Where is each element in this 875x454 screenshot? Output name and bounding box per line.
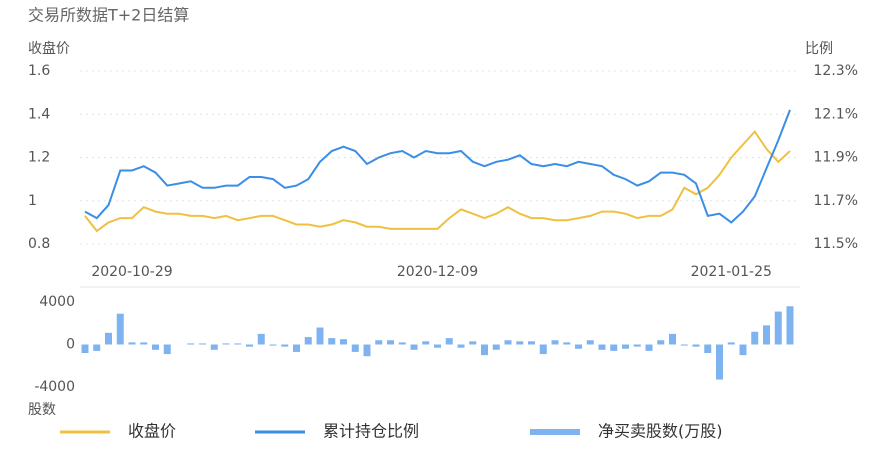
bar <box>633 344 641 347</box>
bar <box>304 337 312 345</box>
bar <box>246 344 253 347</box>
bar <box>598 344 606 350</box>
bar <box>410 344 418 350</box>
y2-tick-label: 12.3% <box>814 63 858 79</box>
bar <box>351 344 359 352</box>
bar <box>257 333 265 345</box>
bar <box>727 342 735 345</box>
bar <box>669 333 676 345</box>
y-axis-label: 股数 <box>28 402 56 418</box>
bar <box>716 344 723 380</box>
bar <box>586 340 594 345</box>
y-tick-label: 1 <box>28 193 37 209</box>
bar <box>140 342 148 345</box>
bar <box>434 344 441 348</box>
bar <box>610 344 618 351</box>
bar <box>281 344 289 347</box>
bar <box>316 327 324 345</box>
bar <box>375 340 383 345</box>
y-tick-label: -4000 <box>34 379 75 395</box>
bar <box>492 344 500 350</box>
y2-tick-label: 12.1% <box>814 106 858 122</box>
line-series <box>84 129 791 233</box>
bar <box>152 344 159 350</box>
y2-tick-label: 11.9% <box>814 150 858 166</box>
x-tick-label: 2021-01-25 <box>691 264 772 280</box>
bar <box>105 332 112 345</box>
bar <box>786 306 794 345</box>
bar <box>622 344 629 349</box>
bar <box>657 340 665 345</box>
bar <box>528 341 535 345</box>
bar <box>187 343 195 345</box>
bar <box>457 344 465 348</box>
bar <box>328 338 336 345</box>
bar <box>704 344 712 353</box>
bar <box>539 344 547 355</box>
bar <box>340 339 347 345</box>
bar <box>739 344 747 356</box>
bar <box>234 343 242 345</box>
bar <box>199 343 206 345</box>
bar <box>422 341 430 345</box>
legend-label: 净买卖股数(万股) <box>598 422 723 441</box>
bar <box>81 344 89 353</box>
bar <box>692 344 700 347</box>
bar <box>504 340 512 345</box>
y2-tick-label: 11.7% <box>814 193 858 209</box>
bar <box>210 344 218 350</box>
bar <box>551 340 559 345</box>
y-tick-label: 4000 <box>39 294 75 310</box>
bar <box>398 342 406 345</box>
bar <box>763 325 770 345</box>
bar <box>563 342 571 345</box>
y2-axis-label: 比例 <box>805 41 833 57</box>
bar <box>293 344 300 352</box>
bar <box>163 344 171 355</box>
bar <box>445 338 453 345</box>
bar <box>774 311 782 345</box>
bar <box>469 341 477 345</box>
legend-label: 收盘价 <box>128 422 176 441</box>
line-series <box>84 109 791 224</box>
y-tick-label: 1.4 <box>28 106 50 122</box>
bar <box>387 340 394 345</box>
y-tick-label: 1.6 <box>28 63 50 79</box>
legend-label: 累计持仓比例 <box>323 422 419 441</box>
bar <box>222 343 230 345</box>
bar <box>481 344 488 356</box>
bar <box>645 344 653 351</box>
bar <box>575 344 582 349</box>
chart-title: 交易所数据T+2日结算 <box>28 6 189 25</box>
x-tick-label: 2020-12-09 <box>397 264 478 280</box>
x-tick-label: 2020-10-29 <box>91 264 172 280</box>
bar <box>93 344 101 351</box>
bar <box>128 342 136 345</box>
y-tick-label: 1.2 <box>28 150 50 166</box>
y2-tick-label: 11.5% <box>814 236 858 252</box>
y-tick-label: 0 <box>66 337 75 353</box>
y-tick-label: 0.8 <box>28 236 50 252</box>
bar <box>363 344 371 357</box>
y-axis-label: 收盘价 <box>28 40 70 57</box>
bar <box>516 341 524 345</box>
bar <box>269 344 277 346</box>
bar <box>116 313 124 345</box>
bar <box>751 331 759 345</box>
bar <box>680 344 688 346</box>
